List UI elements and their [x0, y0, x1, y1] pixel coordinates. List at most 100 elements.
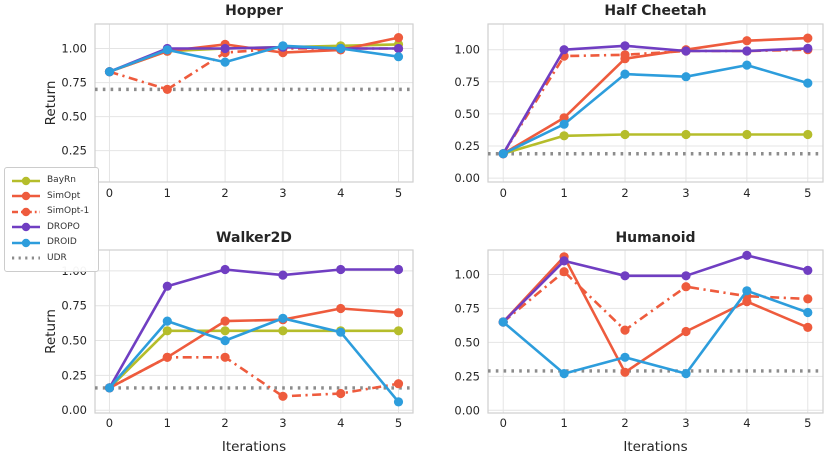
point-dropo-4	[742, 250, 752, 260]
x-tick-label: 0	[106, 186, 113, 200]
point-droid-1	[162, 45, 172, 55]
x-tick-label: 1	[560, 416, 567, 430]
point-dropo-2	[220, 43, 230, 54]
chart-title: Hopper	[225, 3, 283, 19]
series-bayrn	[104, 326, 404, 393]
x-tick-label: 4	[743, 186, 750, 200]
point-dropo-2	[620, 271, 630, 281]
point-droid-2	[220, 57, 230, 67]
cell-bottom-right: 0.00 0.25 0.50 0.75 1.00 0 1 2 3 4 5 Humanoid Iterat…	[415, 205, 830, 459]
point-bayrn-3	[681, 129, 691, 140]
point-droid-3	[681, 72, 691, 82]
point-simopt-1-5	[803, 294, 813, 304]
x-tick-label: 2	[621, 416, 628, 430]
point-simopt-1-2	[620, 325, 630, 335]
x-tick-label: 5	[395, 416, 402, 430]
point-droid-1	[162, 316, 172, 326]
gridlines	[488, 250, 823, 413]
point-droid-2	[620, 69, 630, 79]
x-tick-label: 0	[106, 416, 113, 430]
point-droid-3	[278, 41, 288, 51]
x-tick-label: 5	[804, 186, 811, 200]
y-tick-label: 0.25	[454, 139, 480, 153]
x-axis-label: Iterations	[222, 439, 286, 455]
legend-item-bayrn: BayRn	[11, 173, 89, 189]
point-dropo-3	[681, 46, 691, 56]
y-tick-label: 0.00	[61, 403, 87, 417]
point-dropo-5	[803, 265, 813, 275]
point-simopt-1-3	[278, 391, 288, 401]
point-bayrn-5	[803, 129, 813, 140]
point-simopt-5	[803, 322, 813, 332]
x-axis-label: Iterations	[623, 439, 687, 455]
y-tick-label: 0.50	[61, 334, 87, 348]
point-dropo-1	[559, 45, 569, 55]
point-droid-4	[742, 60, 752, 70]
point-simopt-1-1	[162, 352, 172, 362]
point-bayrn-4	[742, 129, 752, 140]
y-tick-label: 0.75	[61, 299, 87, 313]
point-droid-1	[559, 119, 569, 129]
legend-item-simopt-1: SimOpt-1	[11, 204, 89, 220]
point-bayrn-3	[278, 326, 288, 336]
legend-label: BayRn	[47, 175, 76, 186]
point-droid-4	[742, 286, 752, 296]
chart-humanoid: 0.00 0.25 0.50 0.75 1.00 0 1 2 3 4 5 Humanoid Iterat…	[454, 230, 824, 455]
plot-border	[94, 23, 414, 183]
point-simopt-1-2	[620, 50, 630, 60]
y-axis-label: Return	[43, 81, 59, 126]
point-simopt-3	[681, 326, 691, 337]
point-droid-5	[393, 397, 404, 407]
y-tick-label: 0.50	[454, 107, 480, 121]
x-tick-label: 4	[337, 186, 344, 200]
point-droid-0	[498, 149, 508, 159]
point-bayrn-1	[559, 131, 569, 141]
legend-swatch-solid	[12, 176, 40, 185]
chart-title: Half Cheetah	[604, 3, 706, 19]
point-droid-3	[278, 313, 288, 323]
y-tick-label: 0.75	[61, 76, 87, 90]
legend-item-droid: DROID	[11, 235, 89, 251]
chart-walker2d: 0.000.250.500.751.00012345Walker2DReturn…	[43, 230, 414, 455]
chart-title: Walker2D	[216, 230, 292, 246]
legend-swatch-dotted	[12, 256, 40, 260]
x-tick-label: 0	[500, 416, 507, 430]
point-dropo-3	[278, 270, 288, 280]
legend: BayRn SimOpt SimOpt-1 DROPO DROID UDR	[4, 167, 100, 272]
point-simopt-1-4	[336, 388, 346, 399]
series-dropo	[498, 250, 813, 327]
legend-swatch-solid	[12, 192, 40, 201]
legend-item-simopt: SimOpt	[11, 189, 89, 205]
series-droid	[104, 41, 404, 77]
y-tick-label: 0.00	[454, 403, 480, 417]
legend-item-dropo: DROPO	[11, 220, 89, 236]
point-simopt-1-2	[220, 352, 230, 362]
point-simopt-1-5	[393, 379, 404, 389]
x-tick-label: 2	[221, 416, 228, 430]
x-tick-label: 5	[395, 186, 402, 200]
legend-swatch-solid	[12, 238, 40, 247]
point-simopt-5	[393, 308, 404, 318]
series-dropo	[498, 41, 813, 159]
point-bayrn-5	[393, 326, 404, 336]
point-simopt-1-1	[162, 84, 172, 94]
point-dropo-2	[620, 41, 630, 51]
y-tick-label: 0.75	[454, 301, 480, 315]
point-droid-0	[104, 383, 115, 393]
x-tick-label: 2	[621, 186, 628, 200]
point-droid-0	[104, 67, 115, 77]
point-dropo-4	[742, 46, 752, 56]
legend-label: DROPO	[47, 221, 80, 232]
point-droid-0	[498, 317, 508, 327]
series-simopt-1	[104, 352, 404, 401]
x-tick-label: 1	[560, 186, 567, 200]
point-droid-3	[681, 369, 691, 379]
y-tick-label: 0.75	[454, 75, 480, 89]
point-simopt-1-3	[681, 282, 691, 292]
x-tick-label: 3	[682, 416, 689, 430]
plot-border	[487, 23, 824, 183]
x-tick-label: 5	[804, 416, 811, 430]
plot-border	[94, 249, 414, 414]
y-tick-label: 0.25	[61, 144, 87, 158]
